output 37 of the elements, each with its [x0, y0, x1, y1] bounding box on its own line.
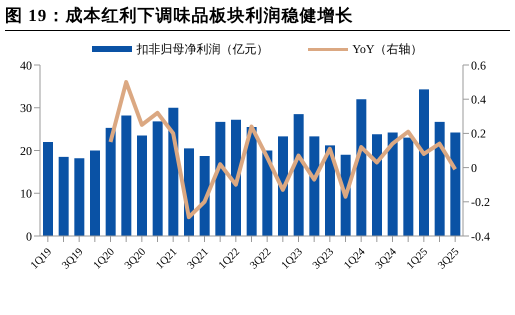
bar [74, 158, 84, 236]
y-tick-label: 0 [26, 229, 32, 244]
y2-tick-label: 0.2 [471, 126, 486, 141]
bar [58, 156, 69, 236]
bar [43, 142, 53, 236]
bar [137, 136, 147, 236]
y2-tick-label: -0.4 [471, 229, 490, 244]
bar [231, 120, 241, 236]
bar [388, 132, 398, 236]
bar [434, 122, 445, 236]
y2-tick-label: 0.6 [471, 58, 486, 72]
bar [152, 121, 163, 236]
bar [372, 134, 382, 236]
bar [262, 150, 272, 236]
y-tick-label: 20 [20, 144, 32, 158]
bar [403, 138, 414, 236]
y2-tick-label: -0.2 [471, 195, 490, 210]
bar [278, 136, 288, 236]
bar [215, 122, 226, 236]
y-tick-label: 30 [20, 101, 32, 116]
bar [90, 150, 100, 236]
bar [309, 136, 320, 236]
bar [356, 99, 366, 236]
y-tick-label: 10 [20, 186, 32, 201]
y2-tick-label: 0 [471, 160, 477, 175]
bar [450, 132, 460, 236]
bar [294, 114, 304, 236]
bar [419, 89, 429, 236]
legend-label: YoY（右轴） [352, 40, 423, 58]
line-series [108, 80, 458, 220]
chart-title: 图 19：成本红利下调味品板块利润稳健增长 [5, 4, 510, 31]
bar [106, 128, 116, 236]
bar [121, 115, 132, 236]
y-tick-label: 40 [20, 58, 32, 72]
y2-tick-label: 0.4 [471, 92, 486, 106]
bar [246, 126, 257, 236]
legend-label: 扣非归母净利润（亿元） [136, 40, 268, 58]
